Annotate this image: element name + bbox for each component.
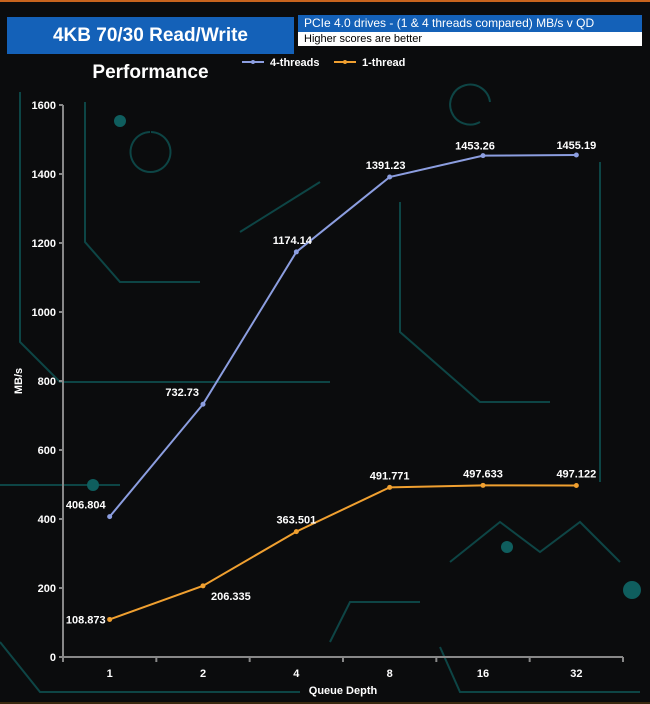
data-label: 497.122 [556,468,596,480]
data-label: 1391.23 [366,160,406,172]
y-tick-label: 1400 [32,169,56,181]
y-tick-label: 800 [38,376,56,388]
data-point [200,583,206,589]
y-tick-label: 200 [38,583,56,595]
legend-label: 4-threads [270,57,320,69]
data-label: 108.873 [66,614,106,626]
x-tick-label: 2 [200,668,206,680]
data-label: 1174.14 [273,235,313,247]
series-line-1-thread [109,484,577,621]
data-point [107,514,113,520]
y-tick-label: 1000 [32,307,56,319]
chart-note: Higher scores are better [298,32,642,46]
data-label: 732.73 [165,387,199,399]
y-tick-label: 600 [38,445,56,457]
legend-marker [251,60,255,64]
x-tick-label: 8 [387,668,393,680]
series-line-4-threads [108,153,577,518]
data-point [573,152,579,158]
data-label: 497.633 [463,468,503,480]
data-point [107,616,113,622]
y-axis-label: MB/s [13,368,25,394]
x-tick-label: 4 [293,668,300,680]
data-point [293,529,299,535]
legend-marker [343,60,347,64]
chart-title: 4KB 70/30 Read/Write Performance [7,17,294,83]
x-tick-label: 32 [570,668,582,680]
data-point [387,484,393,490]
data-label: 491.771 [370,470,410,482]
data-label: 1453.26 [455,141,495,153]
data-point [480,153,486,159]
data-point [293,249,299,255]
legend-label: 1-thread [362,57,405,69]
data-label: 1455.19 [556,140,596,152]
data-label: 363.501 [276,515,316,527]
y-tick-label: 400 [38,514,56,526]
x-tick-label: 16 [477,668,489,680]
y-tick-label: 0 [50,652,56,664]
y-tick-label: 1600 [32,100,56,112]
data-point [573,482,579,488]
data-label: 206.335 [211,591,251,603]
data-label: 406.804 [66,500,107,512]
data-point [200,401,206,407]
x-tick-label: 1 [107,668,113,680]
y-tick-label: 1200 [32,238,56,250]
chart-plot: 0 200 400 600 800 1000 1200 1400 1600 1 2 4 8 16 32 Que… [13,57,624,697]
data-point [480,482,486,488]
x-axis-label: Queue Depth [309,685,378,697]
data-point [387,174,393,180]
chart-subtitle: PCIe 4.0 drives - (1 & 4 threads compare… [298,15,642,32]
